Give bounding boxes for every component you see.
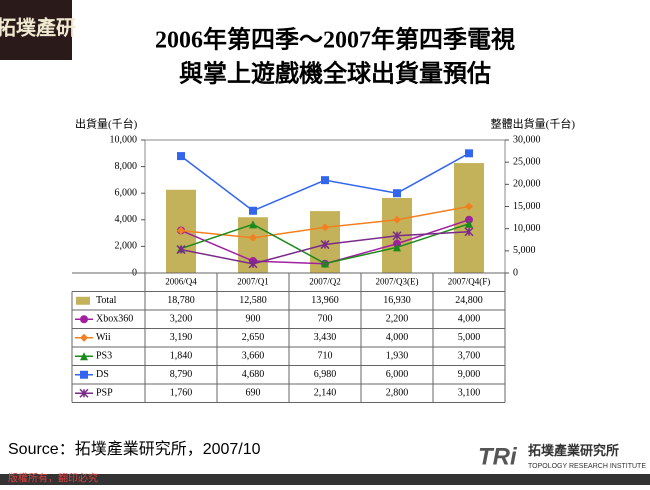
legend-label: DS — [96, 369, 109, 380]
y-tick-label: 8,000 — [115, 161, 138, 172]
legend-label: PSP — [96, 388, 113, 399]
source: Source：拓墣產業研究所，2007/10 — [8, 440, 261, 458]
table-value: 3,200 — [170, 314, 193, 325]
x-tick-label: 2006/Q4 — [165, 276, 197, 286]
legend-label: PS3 — [96, 351, 112, 362]
table-value: 24,800 — [455, 295, 483, 306]
table-value: 900 — [246, 314, 261, 325]
marker — [393, 243, 401, 252]
marker — [80, 315, 88, 324]
legend-label: Wii — [96, 332, 111, 343]
marker — [393, 189, 401, 198]
table-value: 4,680 — [242, 369, 265, 380]
y2-tick-label: 20,000 — [513, 179, 541, 190]
marker — [177, 152, 185, 161]
marker — [249, 220, 257, 229]
table-value: 3,430 — [314, 332, 337, 343]
table-value: 710 — [318, 351, 333, 362]
marker — [249, 233, 257, 242]
y2-tick-label: 10,000 — [513, 223, 541, 234]
y-tick-label: 10,000 — [110, 134, 138, 145]
marker — [321, 223, 329, 232]
table-value: 3,660 — [242, 351, 265, 362]
table-value: 12,580 — [239, 295, 267, 306]
table-value: 2,800 — [386, 388, 409, 399]
table-value: 690 — [246, 388, 261, 399]
table-value: 9,000 — [458, 369, 481, 380]
y2-tick-label: 15,000 — [513, 201, 541, 212]
marker — [465, 219, 473, 228]
marker — [79, 388, 89, 398]
x-tick-label: 2007/Q3(E) — [376, 276, 419, 286]
y2-tick-label: 25,000 — [513, 156, 541, 167]
y2-tick-label: 5,000 — [513, 245, 536, 256]
y-tick-label: 6,000 — [115, 187, 138, 198]
x-tick-label: 2007/Q1 — [237, 276, 269, 286]
marker — [321, 259, 329, 268]
table-value: 1,930 — [386, 351, 409, 362]
footer-bar — [0, 474, 650, 485]
table-value: 3,100 — [458, 388, 481, 399]
marker — [321, 176, 329, 185]
marker — [80, 352, 88, 361]
marker — [465, 149, 473, 158]
legend-swatch — [76, 296, 90, 305]
table-value: 2,140 — [314, 388, 337, 399]
table-value: 3,700 — [458, 351, 481, 362]
marker — [249, 206, 257, 215]
logo: 拓墣產研 — [0, 16, 76, 40]
table-value: 4,000 — [386, 332, 409, 343]
x-tick-label: 2007/Q2 — [309, 276, 341, 286]
copyright: 版權所有，翻印必究 — [8, 472, 98, 485]
marker — [177, 226, 185, 235]
marker — [80, 333, 88, 342]
y-label: 出貨量(千台) — [75, 117, 138, 131]
legend-label: Xbox360 — [96, 314, 133, 325]
title: 與掌上遊戲機全球出貨量預估 — [179, 60, 491, 88]
table-value: 700 — [318, 314, 333, 325]
title: 2006年第四季～2007年第四季電視 — [155, 26, 515, 54]
legend-label: Total — [96, 295, 117, 306]
table-value: 1,760 — [170, 388, 193, 399]
x-tick-label: 2007/Q4(F) — [448, 276, 491, 286]
y-tick-label: 2,000 — [115, 241, 138, 252]
table-value: 6,000 — [386, 369, 409, 380]
table-value: 2,200 — [386, 314, 409, 325]
table-value: 6,980 — [314, 369, 337, 380]
y2-label: 整體出貨量(千台) — [491, 117, 576, 131]
table-value: 18,780 — [167, 295, 195, 306]
table-value: 3,190 — [170, 332, 193, 343]
y-tick-label: 4,000 — [115, 214, 138, 225]
table-value: 2,650 — [242, 332, 265, 343]
logo-box — [0, 0, 72, 60]
table-value: 13,960 — [311, 295, 339, 306]
marker — [465, 202, 473, 211]
y2-tick-label: 30,000 — [513, 134, 541, 145]
table-value: 4,000 — [458, 314, 481, 325]
institute-en: TOPOLOGY RESEARCH INSTITUTE — [528, 463, 646, 470]
table-value: 5,000 — [458, 332, 481, 343]
marker — [320, 240, 330, 250]
table-value: 8,790 — [170, 369, 193, 380]
table-value: 1,840 — [170, 351, 193, 362]
marker — [464, 227, 474, 237]
marker — [176, 245, 186, 255]
institute: 拓墣產業研究所 — [528, 443, 619, 458]
marker — [392, 231, 402, 241]
marker — [80, 370, 88, 379]
table-value: 16,930 — [383, 295, 411, 306]
brand: TRi — [478, 443, 518, 470]
marker — [393, 215, 401, 224]
marker — [248, 259, 258, 269]
y2-tick-label: 0 — [513, 267, 518, 278]
